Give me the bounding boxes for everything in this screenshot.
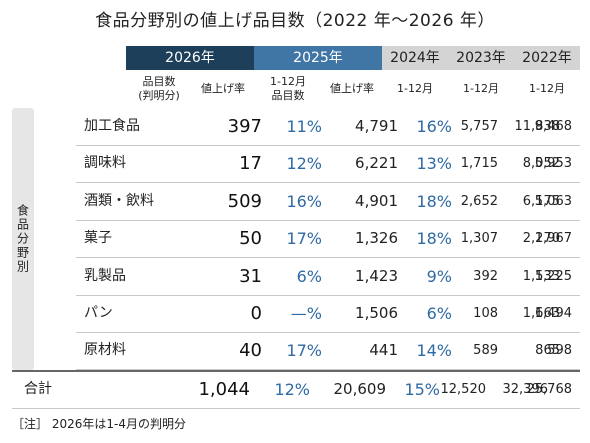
items-2025: 4,901: [355, 191, 398, 210]
total-2023: 32,396: [502, 382, 549, 397]
total-2022: 25,768: [526, 382, 573, 397]
rate-2025: 13%: [416, 154, 452, 174]
rate-2026: 17%: [286, 341, 322, 361]
rate-2026: 16%: [286, 191, 322, 211]
category-label: 酒類・飲料: [84, 192, 154, 209]
value-2024: 2,652: [460, 193, 498, 209]
rate-2025: 18%: [416, 229, 452, 249]
table-row: パン 0 —% 1,506 6% 108 1,663 1,494: [76, 295, 580, 333]
category-label: 加工食品: [84, 118, 140, 134]
items-2026: 17: [239, 153, 262, 175]
category-label: 乳製品: [84, 267, 126, 284]
items-2026: 50: [239, 228, 262, 250]
subheader-items-2025: 1-12月 品目数: [270, 75, 306, 102]
rate-2025: 14%: [416, 341, 452, 361]
value-2024: 392: [473, 268, 498, 284]
items-2025: 1,326: [355, 229, 398, 248]
items-2025: 1,506: [355, 304, 398, 322]
header-2024: 2024年: [382, 46, 448, 70]
table-row: 菓子 50 17% 1,326 18% 1,307 2,270 1,967: [76, 220, 580, 259]
total-label: 合計: [24, 381, 52, 397]
total-row: 合計 1,044 12% 20,609 15% 12,520 32,396 25…: [12, 371, 580, 409]
table-row: 調味料 17 12% 6,221 13% 1,715 8,052 5,953: [76, 145, 580, 184]
total-rate-2026: 12%: [274, 380, 310, 399]
footnote: ［注］ 2026年は1-4月の判明分: [12, 417, 186, 431]
items-2026: 509: [227, 190, 262, 212]
value-2022: 1,225: [534, 268, 572, 284]
table-row: 乳製品 31 6% 1,423 9% 392 1,533 1,225: [76, 258, 580, 296]
subheader-months-2024: 1-12月: [397, 82, 433, 95]
rate-2025: 16%: [416, 117, 452, 136]
items-2025: 6,221: [355, 154, 398, 173]
category-label: 調味料: [84, 155, 126, 172]
header-2025: 2025年: [254, 46, 382, 70]
items-2026: 397: [227, 116, 262, 137]
items-2026: 40: [239, 340, 262, 362]
value-2024: 1,307: [460, 231, 498, 247]
rate-2026: 17%: [286, 229, 322, 249]
value-2023: 1,663: [522, 306, 560, 321]
value-2023: 8,052: [522, 156, 560, 172]
value-2022: 1,967: [534, 231, 572, 247]
total-divider: [12, 370, 580, 372]
subheader-months-2023: 1-12月: [463, 82, 499, 95]
header-2022: 2022年: [514, 46, 580, 70]
total-items-2025: 20,609: [333, 380, 387, 398]
header-2026: 2026年: [126, 46, 254, 70]
category-label: パン: [84, 305, 113, 321]
subheader-months-2022: 1-12月: [529, 82, 565, 95]
subheader-rate-2026: 値上げ率: [201, 82, 245, 95]
value-2023: 6,175: [522, 193, 560, 209]
value-2023: 2,270: [522, 231, 560, 247]
sidebar-band: [12, 108, 34, 370]
total-2024: 12,520: [440, 382, 487, 397]
value-2022: 9,468: [534, 119, 572, 134]
total-rate-2025: 15%: [404, 380, 440, 399]
header-2023: 2023年: [448, 46, 514, 70]
rate-2025: 6%: [426, 304, 452, 323]
value-2024: 589: [473, 343, 498, 359]
items-2025: 1,423: [355, 266, 398, 285]
value-2023: 1,533: [522, 268, 560, 284]
value-2024: 108: [473, 306, 498, 321]
rate-2026: 12%: [286, 154, 322, 174]
category-label: 原材料: [84, 342, 126, 359]
items-2026: 0: [250, 303, 262, 324]
value-2024: 1,715: [460, 156, 498, 172]
value-2022: 5,953: [534, 156, 572, 172]
rate-2025: 18%: [416, 191, 452, 211]
category-label: 菓子: [84, 230, 112, 247]
value-2022: 1,494: [534, 306, 572, 321]
total-items-2026: 1,044: [198, 379, 250, 400]
sidebar-label: 食品分野別: [15, 204, 30, 274]
value-2022: 598: [547, 343, 572, 359]
table-row: 原材料 40 17% 441 14% 589 865 598: [76, 332, 580, 371]
items-2025: 4,791: [355, 117, 398, 135]
subheader-items-2026: 品目数 (判明分): [138, 75, 180, 102]
page-title: 食品分野別の値上げ品目数（2022 年～2026 年）: [95, 11, 495, 31]
value-2024: 5,757: [460, 119, 498, 134]
value-2023: 865: [535, 343, 560, 359]
items-2025: 441: [369, 341, 398, 360]
items-2026: 31: [239, 265, 262, 287]
rate-2026: 11%: [286, 117, 322, 136]
table-row: 加工食品 397 11% 4,791 16% 5,757 11,838 9,468: [76, 108, 580, 146]
rate-2026: 6%: [296, 266, 322, 286]
table-row: 酒類・飲料 509 16% 4,901 18% 2,652 6,175 5,063: [76, 183, 580, 221]
value-2022: 5,063: [534, 193, 572, 209]
value-2023: 11,838: [514, 119, 561, 134]
rate-2025: 9%: [426, 266, 452, 286]
rate-2026: —%: [290, 304, 322, 323]
subheader-rate-2025: 値上げ率: [330, 82, 374, 95]
